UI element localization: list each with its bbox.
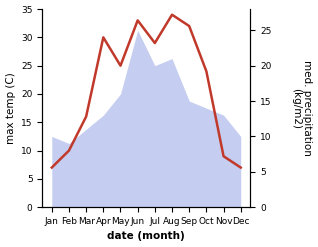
X-axis label: date (month): date (month)	[107, 231, 185, 242]
Y-axis label: max temp (C): max temp (C)	[5, 72, 16, 144]
Y-axis label: med. precipitation
(kg/m2): med. precipitation (kg/m2)	[291, 60, 313, 156]
